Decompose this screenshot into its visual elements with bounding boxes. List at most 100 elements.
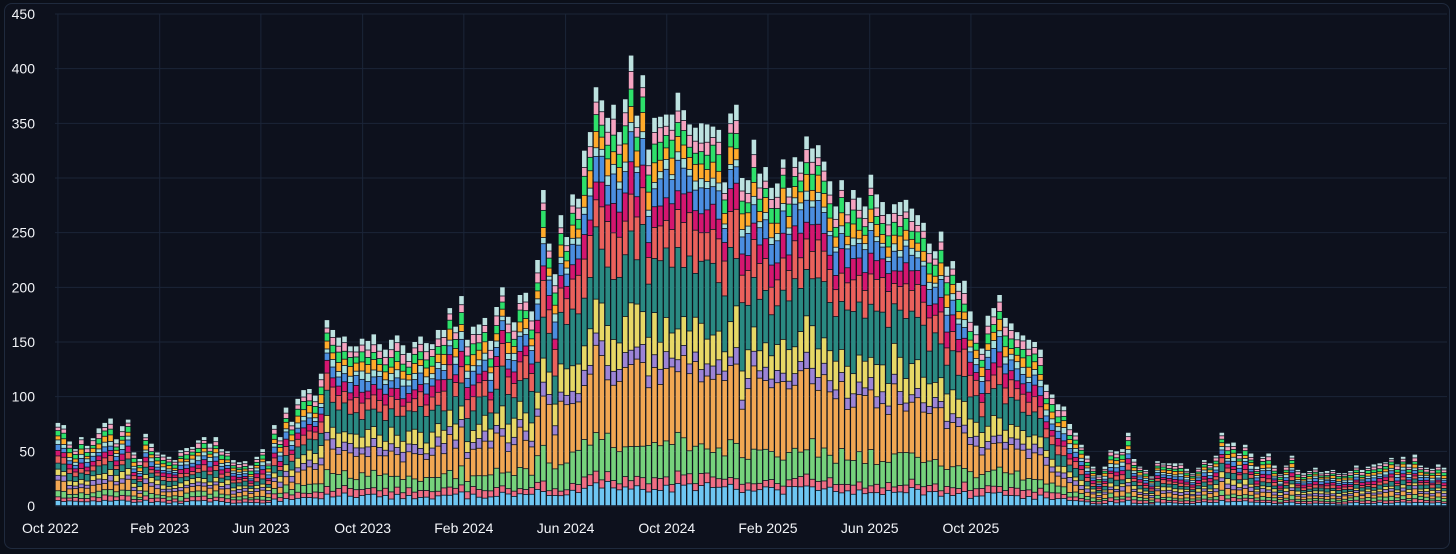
bar-segment	[219, 466, 224, 470]
bar-segment	[371, 494, 377, 506]
bar-segment	[546, 495, 552, 506]
bar-segment	[956, 375, 961, 399]
bar-segment	[593, 299, 599, 333]
bar-segment	[1237, 483, 1242, 488]
bar-segment	[1225, 502, 1230, 506]
bar-segment	[874, 242, 880, 261]
bar-segment	[1412, 486, 1418, 489]
bar-segment	[1272, 492, 1277, 495]
bar-segment	[570, 244, 575, 265]
bar-segment	[780, 494, 786, 506]
bar-segment	[938, 491, 944, 496]
bar-segment	[815, 390, 821, 457]
bar-segment	[1424, 467, 1429, 469]
bar-segment	[868, 377, 874, 390]
bar-segment	[494, 366, 499, 389]
bar-segment	[324, 373, 330, 390]
bar-segment	[962, 425, 967, 433]
bar-segment	[663, 169, 669, 198]
bar-segment	[114, 444, 119, 447]
bar-segment	[751, 182, 757, 196]
bar-segment	[506, 472, 511, 489]
bar-segment	[318, 380, 324, 387]
bar-segment	[1079, 485, 1084, 490]
bar-segment	[435, 446, 441, 477]
bar-segment	[1008, 397, 1014, 425]
bar-segment	[932, 491, 938, 506]
bar-segment	[909, 248, 915, 255]
bar-segment	[1260, 458, 1266, 462]
bar-segment	[67, 489, 72, 494]
bar-stack	[739, 178, 745, 506]
bar-segment	[576, 238, 581, 245]
bar-segment	[149, 452, 154, 455]
bar-segment	[307, 498, 312, 506]
bar-segment	[903, 246, 909, 263]
bar-segment	[1178, 471, 1184, 474]
bar-segment	[739, 371, 745, 400]
bar-segment	[704, 483, 710, 506]
bar-stack	[1301, 473, 1306, 506]
bar-segment	[266, 481, 271, 485]
bar-segment	[517, 332, 523, 336]
bar-segment	[242, 474, 248, 477]
bar-segment	[1418, 483, 1423, 485]
bar-segment	[693, 153, 698, 164]
bar-segment	[283, 422, 289, 429]
bar-segment	[722, 261, 727, 296]
bar-segment	[348, 346, 353, 352]
bar-segment	[634, 172, 640, 197]
bar-segment	[944, 486, 950, 493]
bar-stack	[728, 113, 733, 506]
bar-segment	[482, 491, 488, 498]
bar-segment	[1178, 501, 1184, 504]
bar-segment	[90, 471, 96, 476]
bar-segment	[775, 197, 780, 209]
bar-segment	[1237, 468, 1242, 472]
bar-segment	[1085, 471, 1090, 474]
bar-segment	[634, 115, 640, 128]
bar-segment	[96, 449, 102, 453]
bar-segment	[225, 485, 230, 489]
bar-segment	[459, 383, 464, 406]
bar-segment	[1003, 388, 1008, 404]
bar-segment	[903, 378, 909, 403]
bar-segment	[1149, 483, 1154, 485]
bar-segment	[669, 180, 675, 204]
bar-segment	[617, 237, 622, 277]
bar-segment	[868, 253, 874, 274]
bar-segment	[1301, 483, 1306, 485]
bar-segment	[160, 467, 166, 470]
bar-segment	[1242, 458, 1248, 462]
bar-segment	[1348, 480, 1353, 483]
bar-segment	[663, 368, 669, 441]
bar-segment	[1184, 480, 1190, 482]
bar-segment	[277, 461, 283, 467]
bar-segment	[506, 359, 511, 369]
bar-segment	[1441, 483, 1447, 486]
bar-segment	[1202, 491, 1207, 495]
bar-segment	[231, 473, 236, 476]
bar-segment	[435, 437, 441, 446]
bar-segment	[55, 469, 61, 475]
bar-stack	[114, 439, 119, 506]
bar-segment	[102, 452, 107, 458]
bar-segment	[1166, 493, 1172, 497]
bar-segment	[675, 329, 681, 360]
bar-segment	[1330, 491, 1336, 494]
bar-segment	[108, 450, 113, 456]
bar-segment	[1155, 481, 1160, 486]
bar-segment	[751, 239, 757, 277]
bar-segment	[184, 459, 189, 462]
bar-segment	[406, 411, 412, 431]
bar-segment	[61, 439, 67, 445]
bar-stack	[301, 390, 306, 506]
bar-segment	[359, 345, 365, 352]
bar-segment	[1324, 492, 1330, 494]
bar-segment	[1049, 398, 1055, 405]
bar-segment	[523, 346, 529, 356]
bar-segment	[892, 343, 897, 374]
bar-segment	[184, 451, 189, 455]
bar-segment	[979, 432, 985, 448]
bar-segment	[1395, 490, 1400, 493]
